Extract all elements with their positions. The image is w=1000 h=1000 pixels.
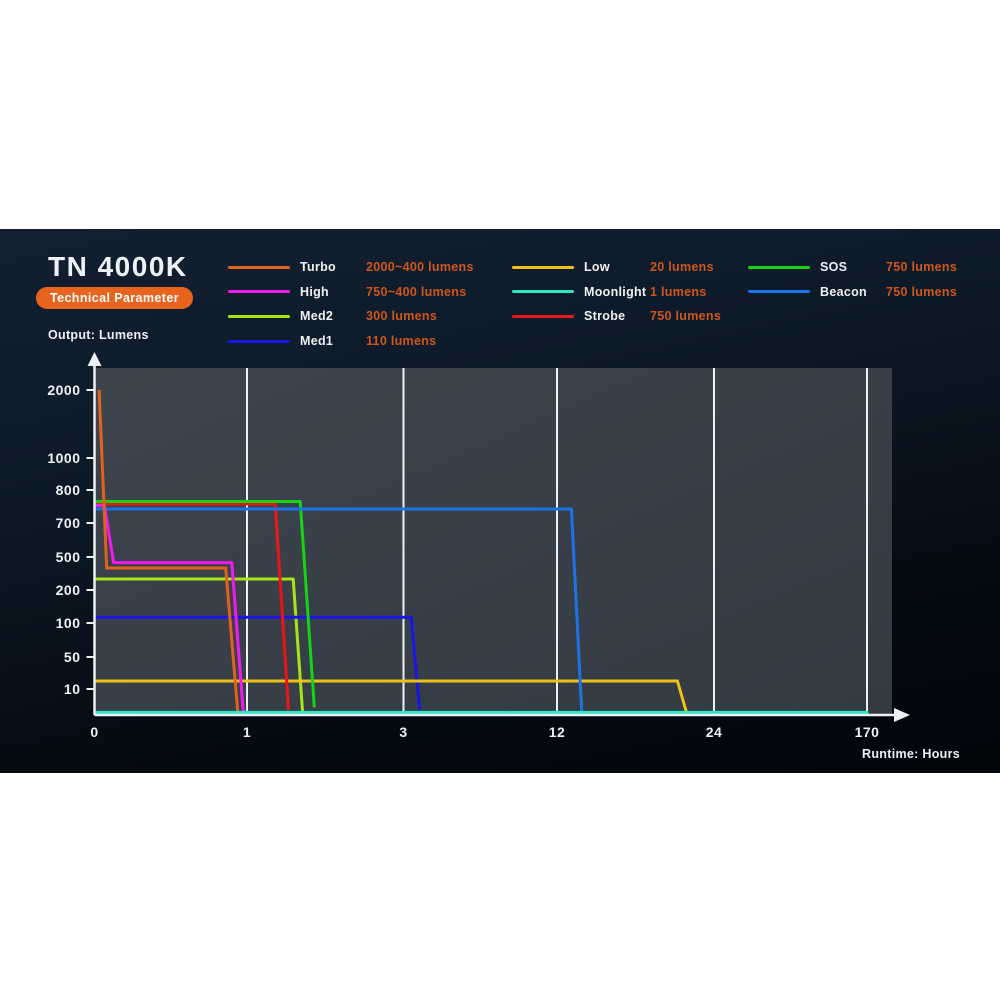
legend-label: SOS (820, 260, 848, 275)
legend-lumens-value: 750 lumens (886, 260, 958, 275)
technical-parameter-badge: Technical Parameter (36, 287, 193, 309)
x-tick-label-3: 3 (399, 724, 407, 740)
y-tick-label-10: 10 (64, 681, 81, 697)
legend-label: Turbo (300, 260, 336, 275)
y-tick-label-50: 50 (64, 649, 81, 665)
legend-item-turbo: Turbo 2000~400 lumens (228, 255, 474, 280)
y-tick-label-200: 200 (56, 582, 81, 598)
series-line-med2 (94, 577, 305, 713)
x-tick-label-1: 1 (243, 724, 251, 740)
y-tick-label-700: 700 (56, 515, 81, 531)
legend-swatch-moonlight (512, 290, 574, 294)
series-line-high (94, 504, 245, 712)
series-line-strobe (94, 502, 290, 710)
legend-lumens-value: 750 lumens (650, 309, 722, 324)
y-tick-label-1000: 1000 (47, 450, 80, 466)
legend-label: Med1 (300, 334, 334, 349)
legend-swatch-strobe (512, 314, 574, 318)
legend-lumens-value: 300 lumens (366, 309, 438, 324)
legend-label: Low (584, 260, 610, 275)
legend-swatch-high (228, 290, 290, 294)
x-tick-label-0: 0 (90, 724, 98, 740)
legend-label: Med2 (300, 309, 334, 324)
legend-swatch-med2 (228, 314, 290, 318)
x-tick-label-24: 24 (706, 724, 723, 740)
legend-lumens-value: 20 lumens (650, 260, 714, 275)
legend-lumens-value: 1 lumens (650, 284, 707, 299)
legend-item-strobe: Strobe 750 lumens (512, 304, 721, 329)
y-tick-label-100: 100 (56, 615, 81, 631)
y-axis-title: Output: Lumens (48, 328, 149, 342)
legend-swatch-turbo (228, 265, 290, 269)
y-tick-label-800: 800 (56, 482, 81, 498)
plot-area (94, 368, 892, 715)
series-line-low (94, 679, 688, 713)
legend-column-2: Low 20 lumens Moonlight 1 lumens Strobe 750 l… (512, 255, 721, 329)
legend-lumens-value: 110 lumens (366, 334, 437, 349)
legend-lumens-value: 750 lumens (886, 284, 958, 299)
series-line-sos (94, 500, 316, 708)
legend-item-med1: Med1 110 lumens (228, 329, 474, 354)
y-tick-label-2000: 2000 (47, 382, 80, 398)
legend-item-beacon: Beacon 750 lumens (748, 280, 957, 305)
legend-item-low: Low 20 lumens (512, 255, 721, 280)
legend-label: Strobe (584, 309, 626, 324)
series-line-med1 (94, 615, 422, 711)
legend-lumens-value: 750~400 lumens (366, 284, 467, 299)
legend-swatch-beacon (748, 290, 810, 294)
legend-swatch-low (512, 265, 574, 269)
legend-column-3: SOS 750 lumens Beacon 750 lumens (748, 255, 957, 304)
legend-label: High (300, 284, 329, 299)
legend-item-high: High 750~400 lumens (228, 280, 474, 305)
legend-swatch-med1 (228, 339, 290, 343)
legend-item-moonlight: Moonlight 1 lumens (512, 280, 721, 305)
legend-column-1: Turbo 2000~400 lumens High 750~400 lumens Me… (228, 255, 474, 353)
series-line-turbo (97, 389, 240, 713)
legend-lumens-value: 2000~400 lumens (366, 260, 474, 275)
x-axis-arrow (894, 708, 910, 722)
series-line-beacon (94, 507, 584, 715)
legend-item-med2: Med2 300 lumens (228, 304, 474, 329)
chart-banner: TN 4000K Technical Parameter Output: Lum… (0, 229, 1000, 773)
legend-label: Beacon (820, 284, 867, 299)
product-title: TN 4000K (48, 251, 188, 282)
y-axis-arrow (87, 352, 102, 366)
y-tick-label-500: 500 (56, 549, 81, 565)
legend-item-sos: SOS 750 lumens (748, 255, 957, 280)
x-axis-title: Runtime: Hours (862, 747, 960, 761)
x-tick-label-12: 12 (549, 724, 566, 740)
legend-label: Moonlight (584, 284, 647, 299)
legend-swatch-sos (748, 265, 810, 269)
x-tick-label-170: 170 (855, 724, 880, 740)
